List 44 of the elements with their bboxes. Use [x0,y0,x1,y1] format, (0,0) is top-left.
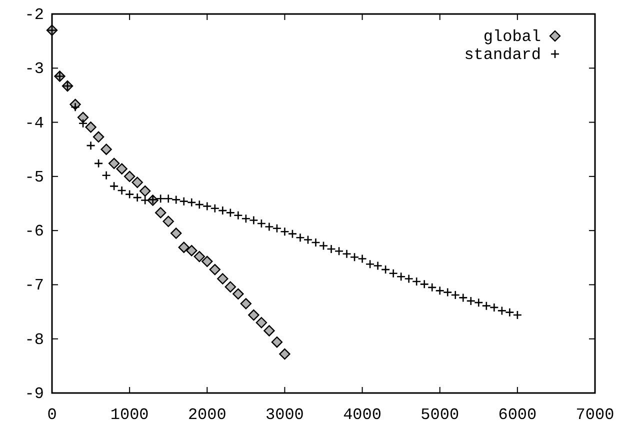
point [232,288,244,300]
x-tick-label: 3000 [266,406,304,424]
y-tick-label: -3 [24,60,44,78]
point [209,264,220,276]
point [139,185,151,197]
point [248,309,260,321]
x-tick-label: 0 [47,406,57,424]
y-tick-label: -6 [24,222,44,241]
y-tick-label: -4 [24,114,44,132]
point [92,131,104,143]
point [271,336,283,348]
point [170,228,182,239]
point [224,281,236,292]
point [178,242,190,253]
point [77,112,89,124]
point [108,158,120,170]
point [132,176,143,188]
legend-label: global [483,28,541,46]
point [217,273,228,284]
point [186,245,198,256]
point [116,163,128,174]
point [100,144,112,155]
point [256,317,268,328]
point [162,216,174,227]
x-tick-label: 4000 [343,406,382,424]
point [240,298,252,310]
point [85,122,96,133]
legend-label: standard [464,46,541,64]
point [202,256,213,268]
y-tick-label: -9 [24,385,44,403]
point [155,207,166,218]
point [279,348,290,360]
point [124,170,136,182]
y-tick-label: -7 [24,276,44,295]
point [264,325,275,336]
x-tick-label: 5000 [420,406,460,424]
x-tick-label: 1000 [110,406,149,424]
y-tick-label: -5 [24,168,44,186]
x-tick-label: 7000 [576,406,614,424]
x-tick-label: 6000 [498,406,537,424]
x-tick-label: 2000 [188,406,226,424]
point [194,250,205,262]
y-tick-label: -8 [24,330,44,349]
y-tick-label: -2 [24,6,44,24]
